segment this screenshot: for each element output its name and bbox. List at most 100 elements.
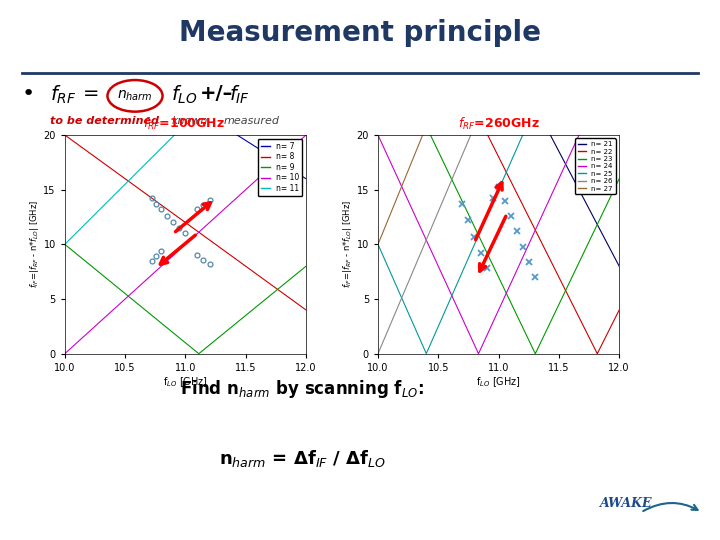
n= 23 bbox=[426, 132, 435, 139]
n= 26 bbox=[467, 132, 475, 138]
n= 24 bbox=[446, 288, 454, 295]
n= 8 bbox=[248, 268, 257, 275]
Text: $f_{RF}$=260GHz: $f_{RF}$=260GHz bbox=[458, 116, 540, 132]
n= 11 bbox=[130, 172, 139, 178]
n= 22 bbox=[593, 350, 601, 357]
n= 7 bbox=[233, 132, 241, 138]
n= 27 bbox=[380, 225, 389, 231]
Text: AWAKE: AWAKE bbox=[600, 497, 652, 510]
n= 8 bbox=[85, 150, 94, 156]
Line: n= 23: n= 23 bbox=[431, 136, 619, 354]
Text: to be determined: to be determined bbox=[50, 116, 159, 126]
n= 22 bbox=[503, 171, 511, 177]
n= 22 bbox=[578, 321, 587, 328]
n= 23 bbox=[489, 263, 498, 269]
n= 10 bbox=[60, 350, 69, 357]
n= 27 bbox=[415, 140, 423, 147]
n= 24 bbox=[526, 239, 534, 245]
n= 21 bbox=[607, 248, 616, 254]
n= 22 bbox=[615, 307, 624, 313]
Text: •: • bbox=[22, 84, 35, 104]
n= 25 bbox=[470, 240, 479, 247]
n= 24 bbox=[514, 264, 523, 270]
n= 27 bbox=[408, 158, 416, 164]
n= 24 bbox=[415, 223, 424, 230]
n= 27 bbox=[418, 132, 427, 138]
n= 9 bbox=[302, 263, 310, 269]
n= 25 bbox=[400, 299, 408, 306]
Line: n= 10: n= 10 bbox=[65, 135, 306, 354]
n= 10 bbox=[167, 254, 176, 261]
n= 7 bbox=[243, 138, 251, 145]
n= 11 bbox=[170, 132, 179, 138]
n= 11 bbox=[166, 136, 175, 142]
n= 7 bbox=[284, 164, 292, 171]
n= 27 bbox=[374, 241, 382, 247]
n= 24 bbox=[474, 350, 482, 357]
Line: n= 7: n= 7 bbox=[237, 135, 306, 179]
n= 8 bbox=[253, 271, 261, 278]
n= 27 bbox=[402, 173, 410, 180]
n= 10 bbox=[253, 176, 261, 183]
Line: n= 27: n= 27 bbox=[378, 135, 423, 244]
n= 8 bbox=[167, 209, 176, 215]
n= 22 bbox=[608, 322, 616, 328]
n= 22 bbox=[498, 160, 506, 166]
Line: n= 11: n= 11 bbox=[65, 135, 174, 244]
n= 8 bbox=[302, 307, 310, 313]
n= 26 bbox=[412, 260, 420, 267]
n= 23 bbox=[531, 350, 540, 357]
n= 10 bbox=[85, 328, 94, 335]
n= 26 bbox=[376, 346, 384, 352]
n= 23 bbox=[505, 297, 514, 303]
n= 21 bbox=[555, 148, 564, 155]
Line: n= 25: n= 25 bbox=[378, 135, 523, 354]
Text: $n_{harm}$: $n_{harm}$ bbox=[117, 89, 153, 103]
Legend: n= 7, n= 8, n= 9, n= 10, n= 11: n= 7, n= 8, n= 9, n= 10, n= 11 bbox=[258, 139, 302, 196]
X-axis label: f$_{LO}$ [GHz]: f$_{LO}$ [GHz] bbox=[163, 375, 208, 389]
n= 11 bbox=[150, 152, 159, 158]
n= 23 bbox=[592, 223, 600, 230]
n= 9 bbox=[60, 241, 69, 247]
n= 25 bbox=[518, 132, 527, 138]
n= 26 bbox=[438, 199, 447, 205]
n= 26 bbox=[374, 350, 382, 357]
n= 23 bbox=[615, 176, 624, 182]
Text: Find n$_{harm}$ by scanning f$_{LO}$:: Find n$_{harm}$ by scanning f$_{LO}$: bbox=[180, 378, 425, 400]
n= 7 bbox=[294, 171, 302, 177]
Line: n= 24: n= 24 bbox=[378, 135, 579, 354]
Line: n= 21: n= 21 bbox=[550, 135, 619, 266]
n= 25 bbox=[422, 350, 431, 357]
n= 25 bbox=[459, 266, 468, 273]
n= 10 bbox=[158, 262, 166, 268]
Line: n= 26: n= 26 bbox=[378, 135, 471, 354]
n= 10 bbox=[248, 180, 257, 186]
n= 25 bbox=[483, 212, 492, 219]
n= 9 bbox=[158, 321, 166, 327]
n= 21 bbox=[585, 207, 594, 213]
n= 21 bbox=[556, 151, 564, 157]
n= 23 bbox=[515, 316, 523, 322]
n= 9 bbox=[85, 261, 94, 268]
n= 23 bbox=[454, 190, 462, 196]
n= 26 bbox=[423, 235, 431, 241]
n= 27 bbox=[400, 178, 408, 184]
Line: n= 9: n= 9 bbox=[65, 244, 306, 354]
n= 8 bbox=[60, 132, 69, 138]
Text: $f_{RF}$=100GHz: $f_{RF}$=100GHz bbox=[143, 116, 225, 132]
Y-axis label: $f_{IF}$=|$f_{RF}$ - n*$f_{LO}$| [GHz]: $f_{IF}$=|$f_{RF}$ - n*$f_{LO}$| [GHz] bbox=[341, 200, 354, 288]
n= 8 bbox=[158, 202, 166, 209]
Text: =: = bbox=[83, 84, 99, 103]
n= 24 bbox=[517, 258, 526, 264]
n= 10 bbox=[302, 132, 310, 138]
n= 8 bbox=[226, 252, 235, 258]
n= 21 bbox=[555, 150, 564, 156]
n= 9 bbox=[226, 325, 235, 331]
n= 21 bbox=[597, 229, 606, 235]
n= 26 bbox=[382, 331, 390, 338]
n= 11 bbox=[60, 241, 69, 247]
Legend: n= 21, n= 22, n= 23, n= 24, n= 25, n= 26, n= 27: n= 21, n= 22, n= 23, n= 24, n= 25, n= 26… bbox=[575, 138, 616, 194]
n= 21 bbox=[546, 132, 554, 138]
n= 11 bbox=[108, 194, 117, 200]
n= 11 bbox=[63, 238, 72, 245]
